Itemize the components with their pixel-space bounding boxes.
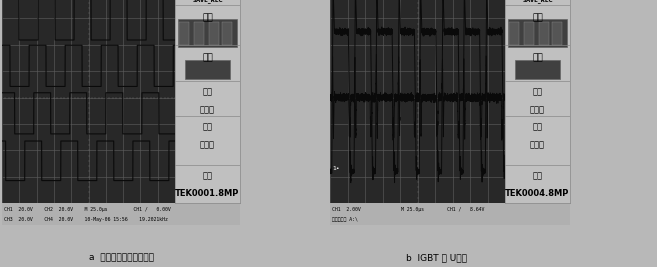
Text: 关于: 关于 bbox=[533, 87, 543, 96]
Bar bbox=[185, 60, 230, 78]
Text: 动作: 动作 bbox=[532, 13, 543, 22]
Text: CH3  20.0V    CH4  20.0V    10-May-06 15:56    19.2021kHz: CH3 20.0V CH4 20.0V 10-May-06 15:56 19.2… bbox=[5, 217, 168, 222]
Text: 选择: 选择 bbox=[202, 123, 212, 132]
Bar bbox=[194, 22, 204, 45]
Text: SAVE_REC: SAVE_REC bbox=[193, 0, 223, 3]
Bar bbox=[179, 22, 189, 45]
Text: 选择: 选择 bbox=[533, 123, 543, 132]
Text: 储存: 储存 bbox=[202, 171, 212, 180]
Text: 当前目录是 A:\: 当前目录是 A:\ bbox=[332, 217, 358, 222]
Bar bbox=[539, 22, 549, 45]
Text: TEK0001.8MP: TEK0001.8MP bbox=[175, 189, 240, 198]
Bar bbox=[509, 22, 518, 45]
Bar bbox=[508, 19, 568, 47]
Bar bbox=[514, 60, 560, 78]
Text: 存图像: 存图像 bbox=[530, 105, 545, 114]
Text: 1•: 1• bbox=[332, 166, 340, 171]
Text: 格式: 格式 bbox=[532, 53, 543, 62]
Text: TEK0004.8MP: TEK0004.8MP bbox=[505, 189, 570, 198]
Text: a  栊极驱动四路输出波形: a 栊极驱动四路输出波形 bbox=[89, 253, 154, 262]
Text: 文件夹: 文件夹 bbox=[530, 141, 545, 150]
Text: b  IGBT 的 U波形: b IGBT 的 U波形 bbox=[407, 253, 467, 262]
Text: 储存: 储存 bbox=[533, 171, 543, 180]
Text: CH1  2.00V              M 25.0μs        CH1 /   8.64V: CH1 2.00V M 25.0μs CH1 / 8.64V bbox=[332, 207, 485, 212]
Text: SAVE_REC: SAVE_REC bbox=[522, 0, 553, 3]
Text: CH1  20.0V    CH2  20.0V    M 25.0μs         CH1 /   0.00V: CH1 20.0V CH2 20.0V M 25.0μs CH1 / 0.00V bbox=[5, 207, 171, 212]
Text: 存图像: 存图像 bbox=[200, 105, 215, 114]
Text: 关于: 关于 bbox=[202, 87, 212, 96]
Text: 动作: 动作 bbox=[202, 13, 213, 22]
Bar bbox=[553, 22, 562, 45]
Text: 文件夹: 文件夹 bbox=[200, 141, 215, 150]
Bar bbox=[524, 22, 533, 45]
Bar bbox=[177, 19, 237, 47]
Bar bbox=[223, 22, 232, 45]
Text: 格式: 格式 bbox=[202, 53, 213, 62]
Bar bbox=[210, 22, 219, 45]
